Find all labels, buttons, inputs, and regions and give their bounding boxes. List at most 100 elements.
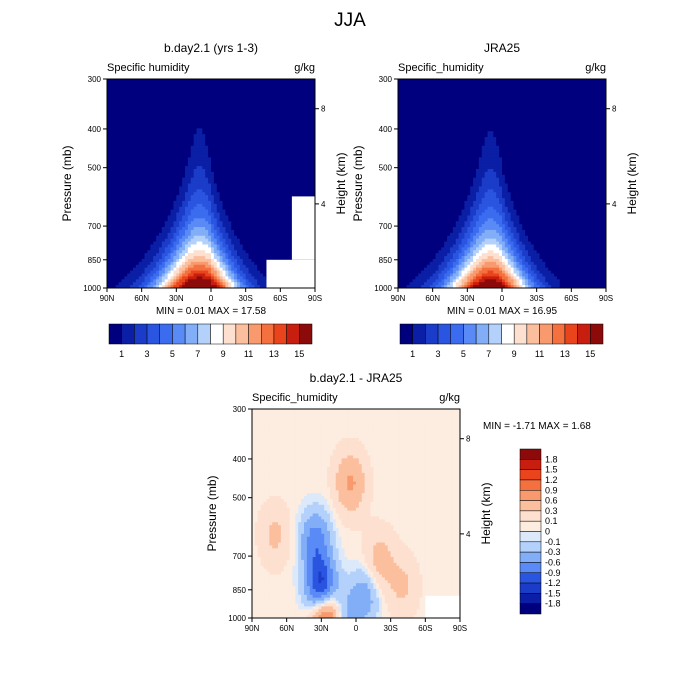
contour-cell xyxy=(167,186,172,190)
contour-cell xyxy=(141,99,146,103)
contour-cell xyxy=(121,99,125,103)
contour-cell xyxy=(286,145,290,150)
contour-cell xyxy=(190,192,195,196)
contour-cell xyxy=(265,116,270,121)
contour-cell xyxy=(185,235,189,240)
contour-cell xyxy=(187,151,192,156)
contour-cell xyxy=(208,81,212,86)
contour-cell xyxy=(280,87,284,92)
contour-cell xyxy=(219,102,224,106)
contour-cell xyxy=(173,235,177,240)
contour-cell xyxy=(182,157,186,161)
contour-cell xyxy=(257,282,261,286)
contour-cell xyxy=(196,224,201,228)
contour-cell xyxy=(161,102,166,106)
contour-cell xyxy=(164,256,169,260)
contour-cell xyxy=(245,79,250,83)
contour-cell xyxy=(141,168,146,173)
contour-cell xyxy=(190,90,195,95)
contour-cell xyxy=(283,84,287,89)
contour-cell xyxy=(135,241,140,246)
contour-cell xyxy=(112,232,117,237)
contour-cell xyxy=(219,160,224,164)
contour-cell xyxy=(225,282,229,286)
contour-cell xyxy=(156,177,160,182)
contour-cell xyxy=(196,110,201,115)
contour-cell xyxy=(164,258,169,263)
contour-cell xyxy=(251,154,255,158)
contour-cell xyxy=(231,87,235,92)
contour-cell xyxy=(161,221,166,225)
contour-cell xyxy=(153,183,157,188)
contour-cell xyxy=(124,264,128,269)
contour-cell xyxy=(211,276,215,280)
contour-cell xyxy=(138,157,143,161)
contour-cell xyxy=(263,108,267,112)
contour-cell xyxy=(251,131,255,135)
contour-cell xyxy=(248,119,253,124)
contour-cell xyxy=(222,229,227,234)
contour-cell xyxy=(242,221,247,225)
contour-cell xyxy=(118,276,123,280)
contour-cell xyxy=(130,79,134,83)
contour-cell xyxy=(254,209,258,214)
contour-cell xyxy=(185,108,189,112)
contour-cell xyxy=(216,282,221,286)
contour-cell xyxy=(167,160,172,164)
contour-cell xyxy=(176,279,180,283)
contour-cell xyxy=(138,253,143,257)
contour-cell xyxy=(265,206,270,211)
contour-cell xyxy=(150,84,154,89)
contour-cell xyxy=(107,276,111,280)
contour-cell xyxy=(228,232,232,237)
contour-cell xyxy=(193,157,198,161)
contour-cell xyxy=(109,256,114,260)
contour-cell xyxy=(141,119,146,124)
contour-cell xyxy=(144,247,149,251)
contour-cell xyxy=(306,93,310,98)
contour-cell xyxy=(291,99,296,103)
contour-cell xyxy=(211,160,215,164)
contour-cell xyxy=(216,113,221,118)
contour-cell xyxy=(182,232,186,237)
contour-cell xyxy=(156,116,160,121)
contour-cell xyxy=(144,221,149,225)
contour-cell xyxy=(190,105,195,109)
contour-cell xyxy=(265,102,270,106)
contour-cell xyxy=(182,279,186,283)
contour-cell xyxy=(118,108,123,112)
contour-cell xyxy=(161,171,166,176)
contour-cell xyxy=(107,229,111,234)
contour-cell xyxy=(176,166,180,170)
contour-cell xyxy=(124,224,128,228)
contour-cell xyxy=(109,258,114,263)
contour-cell xyxy=(234,203,238,208)
contour-cell xyxy=(205,180,209,185)
contour-cell xyxy=(242,108,247,112)
contour-cell xyxy=(213,200,218,205)
contour-cell xyxy=(187,171,192,176)
contour-cell xyxy=(260,139,264,144)
contour-cell xyxy=(127,108,131,112)
contour-cell xyxy=(130,215,134,219)
contour-cell xyxy=(133,183,137,188)
contour-cell xyxy=(286,87,290,92)
contour-cell xyxy=(124,186,128,190)
contour-cell xyxy=(205,244,209,248)
contour-cell xyxy=(185,195,189,199)
contour-cell xyxy=(107,90,111,95)
contour-cell xyxy=(300,168,305,173)
contour-cell xyxy=(150,87,154,92)
contour-cell xyxy=(135,105,140,109)
contour-cell xyxy=(147,253,151,257)
contour-cell xyxy=(242,276,247,280)
contour-cell xyxy=(147,139,151,144)
contour-cell xyxy=(153,203,157,208)
contour-cell xyxy=(237,137,241,141)
contour-cell xyxy=(237,192,241,196)
contour-cell xyxy=(196,200,201,205)
contour-cell xyxy=(161,258,166,263)
contour-cell xyxy=(260,125,264,129)
contour-cell xyxy=(265,90,270,95)
contour-cell xyxy=(294,108,299,112)
